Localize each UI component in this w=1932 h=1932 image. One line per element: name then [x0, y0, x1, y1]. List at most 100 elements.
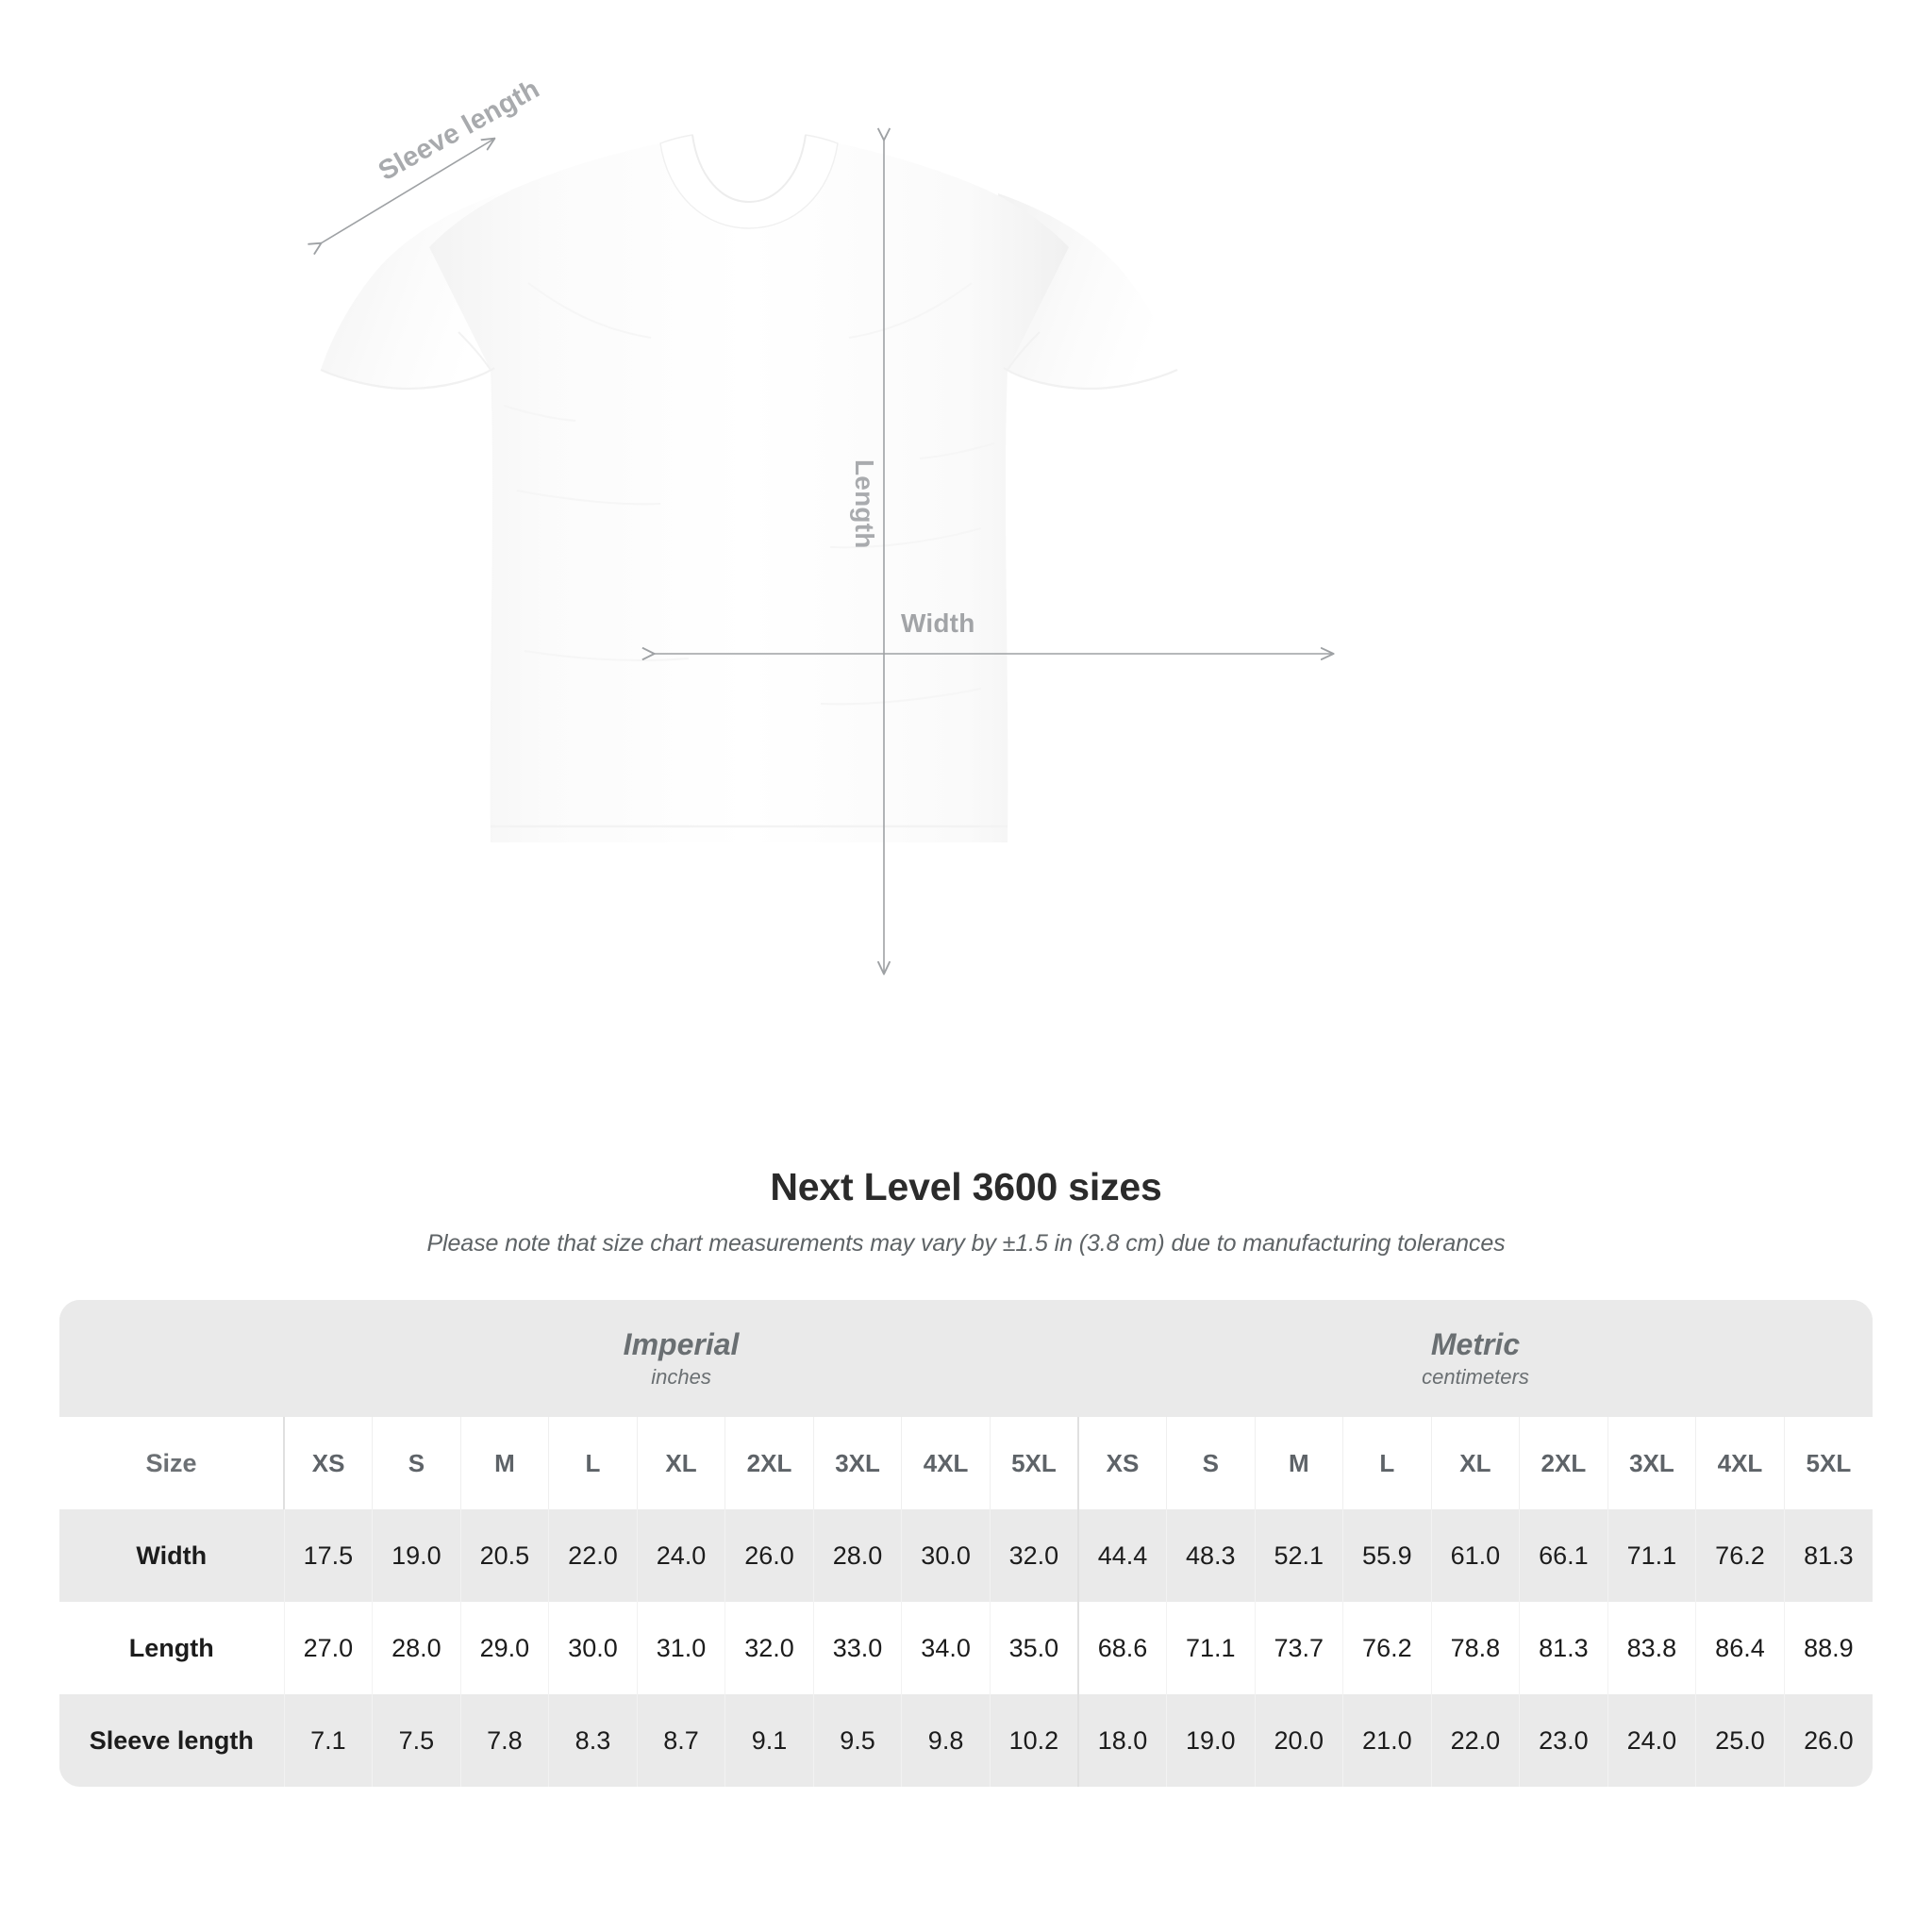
cell-length-imperial-xs: 27.0: [283, 1602, 373, 1694]
cell-sleeve-metric-xl: 22.0: [1430, 1694, 1520, 1787]
cell-width-imperial-xs: 17.5: [283, 1509, 373, 1602]
size-header-metric-5xl: 5XL: [1783, 1417, 1873, 1509]
cell-length-metric-s: 71.1: [1166, 1602, 1256, 1694]
row-label-sleeve-length: Sleeve length: [59, 1694, 285, 1787]
size-table-container: Imperial inches Metric centimeters Size …: [59, 1300, 1873, 1787]
size-header-imperial-xl: XL: [636, 1417, 725, 1509]
row-label-length: Length: [59, 1602, 285, 1694]
cell-width-imperial-5xl: 32.0: [989, 1509, 1078, 1602]
cell-sleeve-imperial-2xl: 9.1: [724, 1694, 814, 1787]
cell-length-imperial-s: 28.0: [372, 1602, 461, 1694]
cell-length-metric-xl: 78.8: [1430, 1602, 1520, 1694]
cell-length-imperial-3xl: 33.0: [812, 1602, 902, 1694]
cell-sleeve-imperial-xl: 8.7: [636, 1694, 725, 1787]
cell-sleeve-metric-3xl: 24.0: [1607, 1694, 1696, 1787]
cell-sleeve-imperial-3xl: 9.5: [812, 1694, 902, 1787]
size-header-metric-4xl: 4XL: [1695, 1417, 1785, 1509]
width-label: Width: [901, 608, 975, 638]
unit-group-metric-name: Metric: [1430, 1326, 1521, 1361]
size-header-metric-s: S: [1166, 1417, 1256, 1509]
cell-width-imperial-l: 22.0: [548, 1509, 638, 1602]
cell-length-metric-m: 73.7: [1254, 1602, 1343, 1694]
length-label: Length: [850, 459, 879, 549]
cell-sleeve-metric-2xl: 23.0: [1519, 1694, 1608, 1787]
cell-width-metric-xs: 44.4: [1076, 1509, 1167, 1602]
tshirt-diagram: [0, 0, 1932, 1160]
cell-sleeve-metric-xs: 18.0: [1076, 1694, 1167, 1787]
cell-width-imperial-xl: 24.0: [636, 1509, 725, 1602]
product-illustration: Sleeve length Length Width: [0, 0, 1932, 1160]
size-table: Imperial inches Metric centimeters Size …: [59, 1300, 1873, 1787]
tolerance-note: Please note that size chart measurements…: [426, 1230, 1506, 1257]
unit-group-imperial-sub: inches: [651, 1365, 711, 1390]
size-header-metric-xs: XS: [1076, 1417, 1167, 1509]
cell-length-metric-2xl: 81.3: [1519, 1602, 1608, 1694]
size-header-imperial-4xl: 4XL: [901, 1417, 991, 1509]
cell-sleeve-metric-s: 19.0: [1166, 1694, 1256, 1787]
cell-sleeve-imperial-l: 8.3: [548, 1694, 638, 1787]
cell-length-imperial-4xl: 34.0: [901, 1602, 991, 1694]
cell-length-imperial-l: 30.0: [548, 1602, 638, 1694]
cell-sleeve-imperial-m: 7.8: [459, 1694, 549, 1787]
page-title: Next Level 3600 sizes: [770, 1165, 1162, 1208]
cell-length-metric-l: 76.2: [1342, 1602, 1432, 1694]
cell-length-metric-4xl: 86.4: [1695, 1602, 1785, 1694]
cell-sleeve-imperial-s: 7.5: [372, 1694, 461, 1787]
table-row-width: Width 17.5 19.0 20.5 22.0 24.0 26.0 28.0…: [59, 1509, 1873, 1602]
cell-length-metric-xs: 68.6: [1076, 1602, 1167, 1694]
cell-width-metric-3xl: 71.1: [1607, 1509, 1696, 1602]
header-corner-size: Size: [59, 1417, 285, 1509]
cell-sleeve-metric-5xl: 26.0: [1783, 1694, 1873, 1787]
measurement-lines: [321, 139, 1333, 974]
size-header-metric-m: M: [1254, 1417, 1343, 1509]
cell-width-metric-l: 55.9: [1342, 1509, 1432, 1602]
cell-length-imperial-xl: 31.0: [636, 1602, 725, 1694]
cell-width-metric-m: 52.1: [1254, 1509, 1343, 1602]
cell-width-metric-s: 48.3: [1166, 1509, 1256, 1602]
cell-sleeve-metric-l: 21.0: [1342, 1694, 1432, 1787]
cell-width-metric-xl: 61.0: [1430, 1509, 1520, 1602]
size-header-row: Size XS S M L XL 2XL 3XL 4XL 5XL XS S M …: [59, 1417, 1873, 1509]
cell-width-imperial-m: 20.5: [459, 1509, 549, 1602]
cell-length-metric-5xl: 88.9: [1783, 1602, 1873, 1694]
size-header-imperial-3xl: 3XL: [812, 1417, 902, 1509]
size-header-imperial-l: L: [548, 1417, 638, 1509]
unit-group-imperial-name: Imperial: [623, 1326, 740, 1361]
size-header-imperial-xs: XS: [283, 1417, 373, 1509]
cell-width-metric-4xl: 76.2: [1695, 1509, 1785, 1602]
table-row-sleeve-length: Sleeve length 7.1 7.5 7.8 8.3 8.7 9.1 9.…: [59, 1694, 1873, 1787]
unit-group-spacer: [59, 1300, 285, 1417]
size-header-imperial-s: S: [372, 1417, 461, 1509]
unit-group-metric-sub: centimeters: [1422, 1365, 1529, 1390]
size-header-metric-2xl: 2XL: [1519, 1417, 1608, 1509]
unit-group-row: Imperial inches Metric centimeters: [59, 1300, 1873, 1417]
heading-block: Next Level 3600 sizes Please note that s…: [0, 1165, 1932, 1257]
cell-length-metric-3xl: 83.8: [1607, 1602, 1696, 1694]
cell-sleeve-imperial-4xl: 9.8: [901, 1694, 991, 1787]
row-label-width: Width: [59, 1509, 285, 1602]
cell-length-imperial-5xl: 35.0: [989, 1602, 1078, 1694]
cell-length-imperial-m: 29.0: [459, 1602, 549, 1694]
cell-width-metric-2xl: 66.1: [1519, 1509, 1608, 1602]
cell-width-imperial-4xl: 30.0: [901, 1509, 991, 1602]
sleeve-length-arrow: [321, 139, 494, 243]
cell-sleeve-metric-m: 20.0: [1254, 1694, 1343, 1787]
unit-group-imperial: Imperial inches: [284, 1300, 1078, 1417]
cell-length-imperial-2xl: 32.0: [724, 1602, 814, 1694]
cell-sleeve-metric-4xl: 25.0: [1695, 1694, 1785, 1787]
size-header-metric-xl: XL: [1430, 1417, 1520, 1509]
cell-width-imperial-2xl: 26.0: [724, 1509, 814, 1602]
cell-width-imperial-3xl: 28.0: [812, 1509, 902, 1602]
size-header-imperial-2xl: 2XL: [724, 1417, 814, 1509]
size-header-imperial-m: M: [459, 1417, 549, 1509]
size-header-metric-3xl: 3XL: [1607, 1417, 1696, 1509]
cell-width-metric-5xl: 81.3: [1783, 1509, 1873, 1602]
unit-group-metric: Metric centimeters: [1077, 1300, 1873, 1417]
cell-sleeve-imperial-5xl: 10.2: [989, 1694, 1078, 1787]
tshirt-shape: [320, 134, 1178, 842]
size-header-metric-l: L: [1342, 1417, 1432, 1509]
cell-width-imperial-s: 19.0: [372, 1509, 461, 1602]
size-header-imperial-5xl: 5XL: [989, 1417, 1078, 1509]
table-row-length: Length 27.0 28.0 29.0 30.0 31.0 32.0 33.…: [59, 1602, 1873, 1694]
